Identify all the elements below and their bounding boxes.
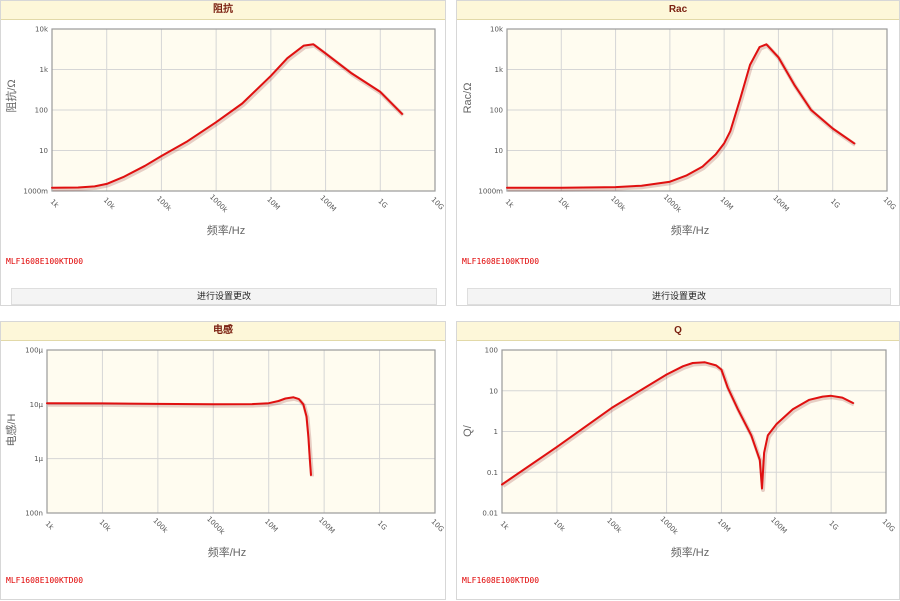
- x-tick-label: 10M: [716, 517, 732, 533]
- y-tick-label: 1000m: [478, 188, 503, 196]
- x-tick-label: 10G: [430, 196, 446, 212]
- x-tick-label: 1000k: [662, 193, 684, 215]
- y-tick-label: 10µ: [30, 401, 44, 409]
- q-chart: 1k 10k 100k 1000k 10M 100M 1G 10G 0.01 0.1 1 10 100 频…: [462, 347, 897, 560]
- x-tick-label: 100M: [318, 194, 337, 213]
- y-tick-label: 10: [489, 387, 498, 395]
- x-tick-label: 100M: [317, 516, 336, 535]
- x-tick-label: 1k: [49, 198, 61, 210]
- x-tick-label: 10G: [882, 196, 898, 212]
- y-tick-label: 100n: [25, 510, 43, 518]
- inductance-chart: 1k 10k 100k 1000k 10M 100M 1G 10G 100n 1µ 10µ 100µ 频…: [5, 347, 446, 560]
- plot-area: [47, 350, 435, 513]
- y-tick-label: 0.1: [487, 469, 498, 477]
- x-tick-label: 1G: [376, 197, 389, 210]
- x-tick-label: 1k: [44, 520, 56, 532]
- panel-title: 阻抗: [1, 1, 445, 20]
- x-axis-label: 频率/Hz: [207, 223, 246, 237]
- impedance-chart: 1k 10k 100k 1000k 10M 100M 1G 10G 1000m 10 100 1k 10…: [4, 26, 446, 238]
- y-tick-label: 1: [494, 428, 498, 436]
- x-tick-label: 10M: [265, 195, 281, 211]
- rac-chart: 1k 10k 100k 1000k 10M 100M 1G 10G 1000m 10 100 1k 10…: [462, 26, 898, 238]
- y-tick-label: 1000m: [23, 188, 48, 196]
- series-line: [501, 361, 854, 490]
- change-settings-button[interactable]: 进行设置更改: [11, 288, 437, 305]
- x-tick-label: 10k: [552, 518, 567, 533]
- impedance-panel: 阻抗 1k 10k 100k 1000k 10M 100M 1G 10G 1000m 10 100 1…: [0, 0, 446, 306]
- y-axis-label: 阻抗/Ω: [4, 79, 18, 112]
- y-tick-label: 1k: [39, 66, 48, 74]
- x-tick-label: 100M: [771, 194, 790, 213]
- panel-title: Rac: [457, 1, 899, 20]
- x-tick-label: 1G: [827, 519, 840, 532]
- plot-frame: [501, 349, 887, 514]
- y-axis-label: 电感/H: [5, 413, 18, 446]
- x-tick-label: 10G: [430, 518, 446, 534]
- x-tick-label: 10M: [718, 195, 734, 211]
- part-number: MLF1608E100KTD00: [462, 257, 540, 266]
- y-axis-label: Rac/Ω: [462, 83, 474, 114]
- x-tick-label: 1k: [504, 198, 516, 210]
- y-axis-label: Q/: [462, 424, 474, 437]
- x-tick-label: 1G: [829, 197, 842, 210]
- y-tick-label: 10k: [35, 26, 49, 34]
- x-tick-label: 10k: [102, 196, 117, 211]
- plot-frame: [51, 28, 436, 192]
- x-axis-label: 频率/Hz: [671, 545, 710, 559]
- x-tick-label: 100k: [155, 195, 174, 214]
- y-tick-label: 100: [485, 347, 498, 355]
- part-number: MLF1608E100KTD00: [462, 576, 540, 585]
- x-tick-label: 10M: [263, 517, 279, 533]
- y-tick-label: 100: [35, 107, 48, 115]
- series-line: [51, 43, 404, 189]
- x-tick-label: 1G: [376, 519, 389, 532]
- x-axis-label: 频率/Hz: [671, 223, 710, 237]
- y-tick-label: 100µ: [25, 347, 43, 355]
- q-panel: Q 1k 10k 100k 1000k 10M 100M 1G 10G 0.01 0.1 1 10 10…: [456, 321, 900, 600]
- x-axis-label: 频率/Hz: [208, 545, 247, 559]
- plot-frame: [506, 28, 888, 192]
- change-settings-button[interactable]: 进行设置更改: [467, 288, 891, 305]
- x-tick-label: 1000k: [658, 515, 680, 537]
- part-number: MLF1608E100KTD00: [6, 576, 84, 585]
- series-line: [46, 396, 312, 476]
- y-tick-label: 1µ: [34, 455, 43, 463]
- y-tick-label: 0.01: [482, 510, 498, 518]
- rac-panel: Rac 1k 10k 100k 1000k 10M 100M 1G 10G 1000m 10 100…: [456, 0, 900, 306]
- plot-frame: [46, 349, 436, 514]
- x-tick-label: 1k: [499, 520, 511, 532]
- x-tick-label: 100k: [151, 517, 170, 536]
- x-tick-label: 100k: [605, 517, 624, 536]
- y-tick-label: 10: [39, 147, 48, 155]
- panel-title: 电感: [1, 322, 445, 341]
- part-number: MLF1608E100KTD00: [6, 257, 84, 266]
- x-tick-label: 10G: [881, 518, 897, 534]
- x-tick-label: 100M: [769, 516, 788, 535]
- y-tick-label: 10k: [490, 26, 504, 34]
- x-tick-label: 10k: [556, 196, 571, 211]
- panel-title: Q: [457, 322, 899, 341]
- x-tick-label: 100k: [609, 195, 628, 214]
- x-tick-label: 1000k: [208, 193, 230, 215]
- x-tick-label: 10k: [97, 518, 112, 533]
- y-tick-label: 100: [490, 107, 503, 115]
- x-tick-label: 1000k: [205, 515, 227, 537]
- inductance-panel: 电感 1k 10k 100k 1000k 10M 100M 1G 10G 100n 1µ 10µ 10…: [0, 321, 446, 600]
- y-tick-label: 1k: [494, 66, 503, 74]
- y-tick-label: 10: [494, 147, 503, 155]
- series-line: [506, 43, 856, 189]
